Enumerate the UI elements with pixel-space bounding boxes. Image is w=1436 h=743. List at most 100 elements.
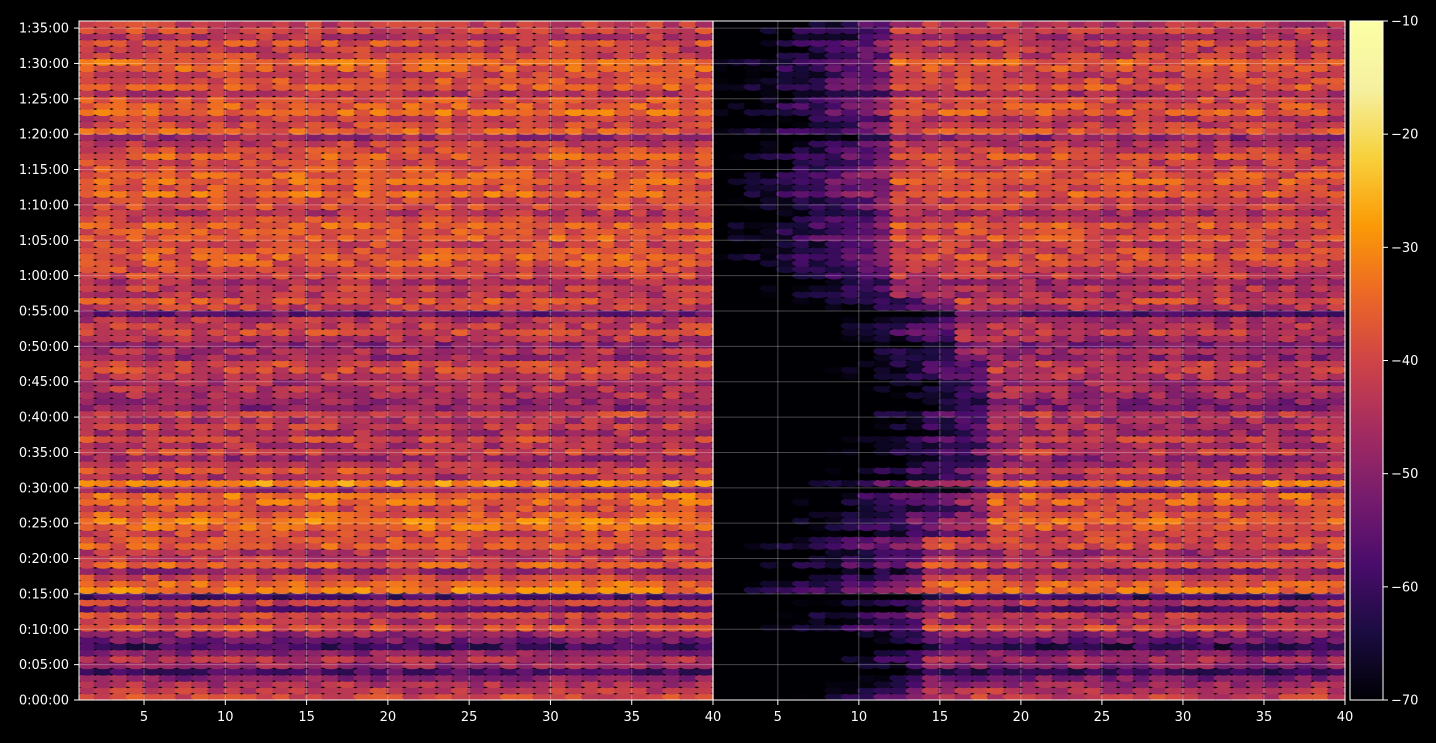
heatmap-cell <box>516 171 537 179</box>
heatmap-cell <box>483 611 504 619</box>
heatmap-cell <box>142 51 163 60</box>
heatmap-cell <box>1278 680 1299 689</box>
heatmap-cell <box>109 441 130 450</box>
heatmap-cell <box>125 322 146 330</box>
heatmap-cell <box>613 422 634 431</box>
heatmap-cell <box>418 322 439 330</box>
heatmap-cell <box>369 416 390 425</box>
heatmap-cell <box>93 89 114 98</box>
heatmap-cell <box>125 498 146 506</box>
heatmap-cell <box>174 579 195 588</box>
heatmap-cell <box>207 604 228 613</box>
heatmap-cell <box>369 447 390 456</box>
heatmap-cell <box>483 120 504 129</box>
heatmap-cell <box>1035 617 1056 626</box>
heatmap-cell <box>239 95 260 104</box>
heatmap-cell <box>1294 686 1315 695</box>
heatmap-cell <box>548 535 569 544</box>
heatmap-cell <box>889 617 910 626</box>
heatmap-cell <box>792 693 813 700</box>
heatmap-cell <box>125 516 146 525</box>
heatmap-cell <box>337 604 358 613</box>
heatmap-cell <box>385 567 407 575</box>
heatmap-cell <box>207 208 228 217</box>
heatmap-cell <box>272 428 293 437</box>
heatmap-cell <box>207 560 228 569</box>
heatmap-cell <box>548 523 569 531</box>
heatmap-cell <box>288 290 309 299</box>
heatmap-cell <box>190 171 211 179</box>
heatmap-cell <box>516 196 537 205</box>
heatmap-cell <box>564 265 585 274</box>
heatmap-cell <box>1019 642 1039 651</box>
heatmap-cell <box>499 221 520 230</box>
heatmap-cell <box>970 598 991 607</box>
heatmap-cell <box>207 21 228 28</box>
heatmap-cell <box>385 303 407 311</box>
heatmap-cell <box>223 441 244 450</box>
heatmap-cell <box>304 340 325 349</box>
heatmap-cell <box>629 623 650 632</box>
heatmap-cell <box>109 516 130 525</box>
heatmap-cell <box>223 202 244 211</box>
heatmap-cell <box>483 190 504 198</box>
heatmap-cell <box>109 693 130 700</box>
heatmap-cell <box>385 428 407 437</box>
heatmap-cell <box>418 686 439 695</box>
heatmap-cell <box>613 328 634 337</box>
heatmap-cell <box>304 259 325 267</box>
heatmap-cell <box>434 215 455 223</box>
heatmap-cell <box>1067 693 1088 700</box>
heatmap-cell <box>483 296 504 305</box>
heatmap-cell <box>662 592 683 601</box>
heatmap-cell <box>1262 592 1283 601</box>
heatmap-cell <box>581 315 602 324</box>
heatmap-cell <box>873 642 894 651</box>
heatmap-cell <box>581 636 602 645</box>
heatmap-cell <box>856 680 877 689</box>
heatmap-cell <box>255 447 276 456</box>
heatmap-cell <box>694 328 713 337</box>
heatmap-cell <box>125 284 146 293</box>
heatmap-cell <box>288 642 309 651</box>
heatmap-cell <box>1051 642 1072 651</box>
heatmap-cell <box>434 45 455 54</box>
heatmap-cell <box>613 598 634 607</box>
heatmap-cell <box>727 630 748 638</box>
heatmap-cell <box>93 447 114 456</box>
heatmap-cell <box>499 89 520 98</box>
heatmap-cell <box>353 636 374 645</box>
heatmap-cell <box>629 146 650 154</box>
heatmap-cell <box>174 598 195 607</box>
heatmap-cell <box>158 202 179 211</box>
heatmap-cell <box>516 586 537 594</box>
heatmap-cell <box>125 686 146 695</box>
heatmap-cell <box>385 51 407 60</box>
heatmap-cell <box>418 693 439 700</box>
heatmap-cell <box>1164 648 1185 657</box>
heatmap-cell <box>467 542 488 550</box>
heatmap-cell <box>499 290 520 299</box>
heatmap-cell <box>79 485 98 494</box>
heatmap-cell <box>564 208 585 217</box>
heatmap-cell <box>564 114 585 123</box>
heatmap-cell <box>402 466 423 475</box>
heatmap-cell <box>190 441 211 450</box>
heatmap-cell <box>581 246 602 255</box>
heatmap-cell <box>239 278 260 286</box>
heatmap-cell <box>174 139 195 148</box>
heatmap-cell <box>434 416 455 425</box>
heatmap-cell <box>597 152 618 161</box>
heatmap-cell <box>142 661 163 670</box>
heatmap-cell <box>158 246 179 255</box>
heatmap-cell <box>353 485 374 494</box>
heatmap-cell <box>239 435 260 443</box>
heatmap-cell <box>499 573 520 582</box>
heatmap-cell <box>353 397 374 406</box>
heatmap-cell <box>1002 623 1023 632</box>
heatmap-cell <box>174 114 195 123</box>
heatmap-cell <box>337 45 358 54</box>
heatmap-cell <box>483 454 504 462</box>
heatmap-cell <box>304 410 325 418</box>
heatmap-cell <box>499 120 520 129</box>
